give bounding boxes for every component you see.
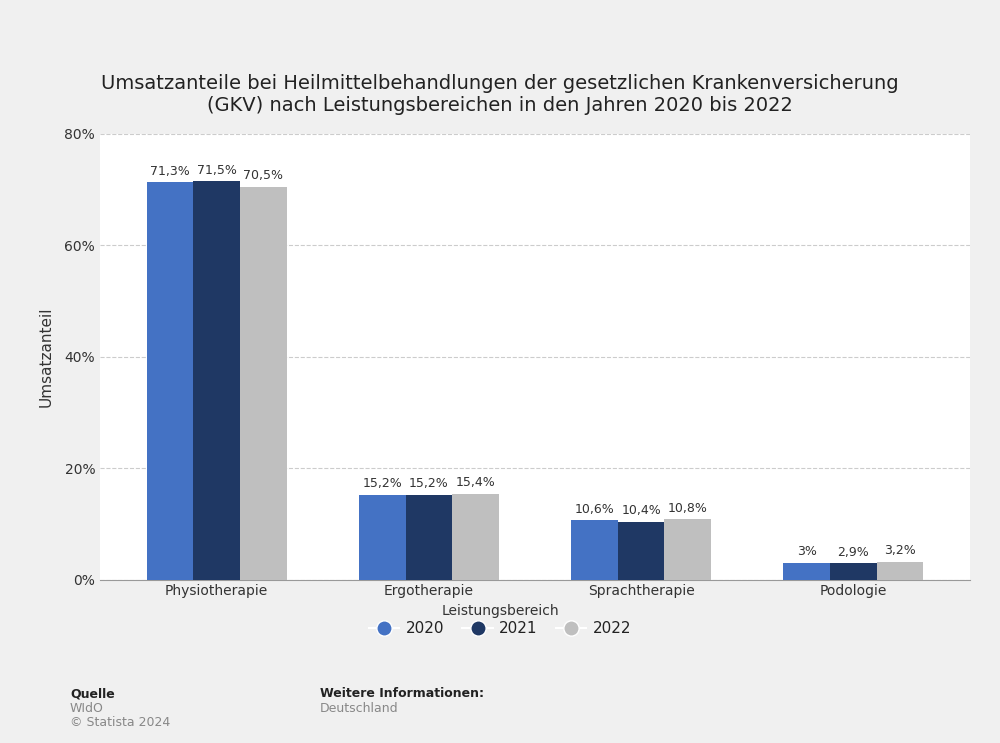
Text: 15,2%: 15,2%	[409, 478, 449, 490]
Text: Umsatzanteile bei Heilmittelbehandlungen der gesetzlichen Krankenversicherung
(G: Umsatzanteile bei Heilmittelbehandlungen…	[101, 74, 899, 115]
Text: 71,5%: 71,5%	[197, 163, 237, 177]
Text: 2,9%: 2,9%	[837, 546, 869, 559]
Bar	[618, 522, 664, 580]
Bar	[571, 520, 618, 580]
Bar	[193, 181, 240, 580]
Text: 10,8%: 10,8%	[668, 502, 708, 515]
Text: © Statista 2024: © Statista 2024	[70, 716, 170, 728]
Bar	[406, 495, 452, 580]
Text: Weitere Informationen:: Weitere Informationen:	[320, 687, 484, 700]
Text: 10,6%: 10,6%	[575, 503, 614, 516]
Text: WIdO: WIdO	[70, 702, 104, 715]
Text: 10,4%: 10,4%	[621, 504, 661, 517]
Y-axis label: Umsatzanteil: Umsatzanteil	[38, 306, 53, 407]
Bar	[664, 519, 711, 580]
Text: Deutschland: Deutschland	[320, 702, 399, 715]
Bar	[147, 182, 193, 580]
Text: 3,2%: 3,2%	[884, 545, 916, 557]
Text: Quelle: Quelle	[70, 687, 115, 700]
Bar	[240, 186, 287, 580]
Bar	[783, 563, 830, 580]
Legend: 2020, 2021, 2022: 2020, 2021, 2022	[363, 615, 637, 643]
Text: 71,3%: 71,3%	[150, 165, 190, 178]
Bar	[877, 562, 923, 580]
Bar	[830, 563, 877, 580]
Text: 70,5%: 70,5%	[243, 169, 283, 182]
Bar	[359, 495, 406, 580]
Text: 3%: 3%	[797, 545, 817, 559]
Text: 15,4%: 15,4%	[456, 476, 495, 489]
Text: Leistungsbereich: Leistungsbereich	[441, 604, 559, 617]
Text: 15,2%: 15,2%	[362, 478, 402, 490]
Bar	[452, 493, 499, 580]
